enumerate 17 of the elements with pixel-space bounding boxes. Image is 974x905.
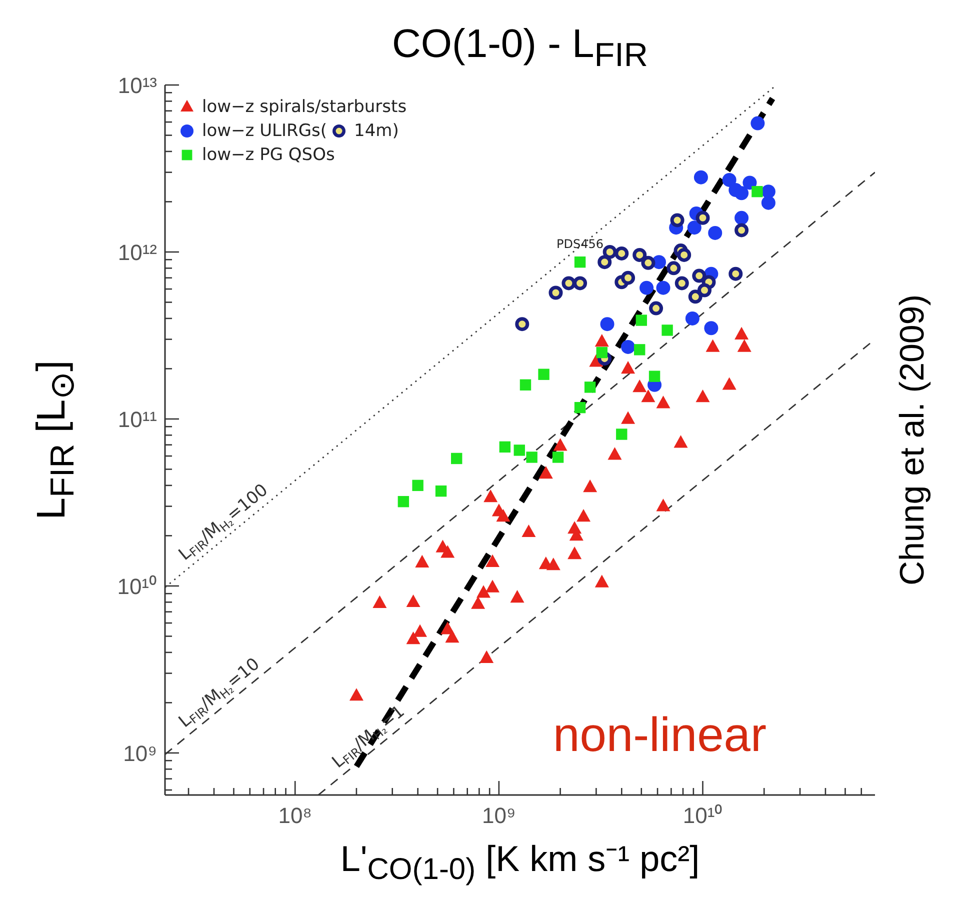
x-tick-label: 10¹⁰ bbox=[682, 803, 723, 828]
x-axis-title: L'$_{CO(1-0)}$ [K km s⁻¹ pc²] bbox=[339, 837, 701, 888]
legend-label: low−z ULIRGs( bbox=[202, 121, 328, 141]
y-tick-label: 10¹¹ bbox=[118, 406, 157, 432]
y-tick-label: 10⁹ bbox=[123, 740, 157, 766]
y-tick-label: 10¹² bbox=[118, 240, 157, 265]
annotation: PDS456 bbox=[556, 237, 604, 252]
legend-label: 14m) bbox=[354, 121, 399, 141]
x-tick-label: 10⁸ bbox=[278, 803, 312, 828]
chart-title: CO(1-0) - L$_{FIR}$ bbox=[391, 22, 649, 75]
legend-label: low−z PG QSOs bbox=[202, 145, 335, 165]
annotation: non-linear bbox=[553, 708, 766, 763]
y-tick-label: 10¹⁰ bbox=[117, 574, 157, 599]
y-tick-label: 10¹³ bbox=[118, 73, 157, 98]
legend-label: low−z spirals/starbursts bbox=[202, 97, 407, 117]
text: Chung et al. (2009) bbox=[894, 294, 932, 586]
x-tick-label: 10⁹ bbox=[482, 803, 516, 828]
